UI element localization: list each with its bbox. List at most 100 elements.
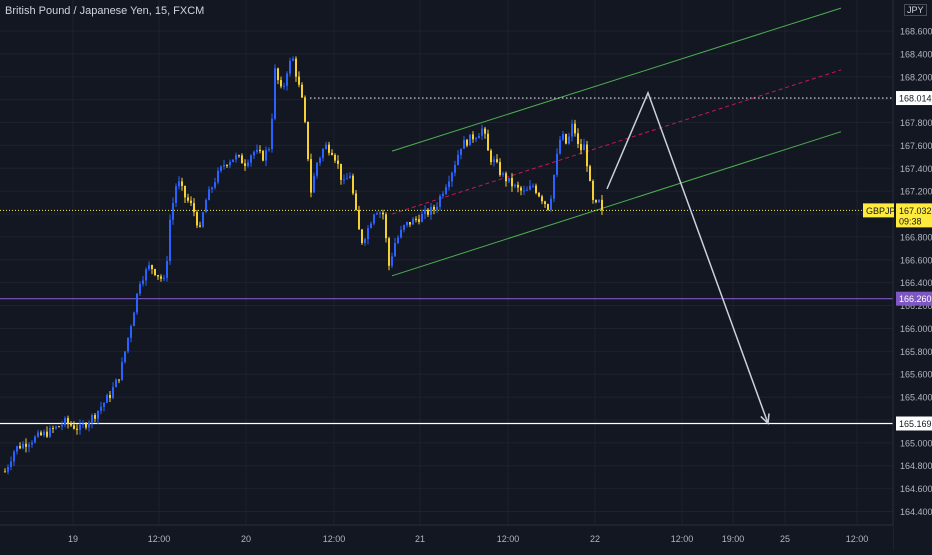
- candle-body: [277, 68, 279, 81]
- projection-path[interactable]: [606, 90, 769, 424]
- symbol-tag: GBPJPY: [866, 206, 902, 216]
- candle-body: [382, 212, 384, 215]
- candle-body: [238, 155, 240, 157]
- candle-body: [424, 209, 426, 214]
- candle-body: [13, 451, 15, 462]
- candle-body: [325, 144, 327, 150]
- candle-body: [223, 165, 225, 167]
- candle-body: [577, 133, 579, 145]
- current-price-label-bg[interactable]: [896, 203, 932, 228]
- candle-body: [523, 190, 525, 192]
- candle-body: [100, 406, 102, 411]
- candle-body: [496, 159, 498, 163]
- candle-body: [148, 265, 150, 270]
- candle-body: [493, 159, 495, 163]
- candle-body: [31, 442, 33, 445]
- y-tick-label: 166.400: [900, 278, 932, 288]
- candle-body: [151, 265, 153, 270]
- candle-body: [34, 436, 36, 443]
- y-tick-label: 168.600: [900, 27, 932, 37]
- x-tick-label: 25: [780, 534, 790, 544]
- candle-body: [400, 229, 402, 238]
- candle-body: [505, 173, 507, 182]
- candle-body: [52, 427, 54, 429]
- candle-body: [334, 154, 336, 161]
- y-tick-label: 166.200: [900, 301, 932, 311]
- purple-price-label-bg[interactable]: [896, 291, 932, 306]
- candles: [4, 56, 603, 475]
- resistance-price-label-bg[interactable]: [896, 91, 932, 106]
- candle-body: [73, 425, 75, 429]
- candle-body: [478, 135, 480, 139]
- candle-body: [547, 204, 549, 210]
- channel-lower-line[interactable]: [391, 131, 842, 277]
- candle-body: [250, 155, 252, 163]
- candle-body: [280, 80, 282, 87]
- candle-body: [583, 144, 585, 151]
- candle-body: [361, 229, 363, 244]
- candle-body: [307, 121, 309, 160]
- candle-body: [112, 387, 114, 398]
- candle-body: [442, 193, 444, 197]
- candle-body: [172, 202, 174, 220]
- y-tick-label: 164.800: [900, 461, 932, 471]
- symbol-tag-bg[interactable]: [863, 203, 894, 218]
- y-tick-label: 165.400: [900, 393, 932, 403]
- candle-body: [85, 423, 87, 428]
- candle-body: [103, 402, 105, 407]
- candle-body: [109, 395, 111, 398]
- candle-body: [376, 213, 378, 215]
- candle-body: [439, 196, 441, 207]
- candle-body: [556, 153, 558, 175]
- candle-body: [412, 218, 414, 225]
- candle-body: [472, 134, 474, 140]
- candle-body: [295, 58, 297, 77]
- candle-body: [67, 418, 69, 424]
- candle-body: [229, 161, 231, 166]
- support-price-label: 165.169: [899, 419, 932, 429]
- candle-body: [253, 151, 255, 156]
- candle-body: [313, 175, 315, 193]
- candle-body: [571, 123, 573, 137]
- candle-body: [532, 185, 534, 187]
- candle-body: [427, 209, 429, 215]
- candle-body: [61, 424, 63, 427]
- channel-upper-line[interactable]: [391, 7, 842, 152]
- candle-body: [220, 166, 222, 171]
- symbol-title: British Pound / Japanese Yen, 15, FXCM: [5, 5, 205, 17]
- candle-body: [469, 134, 471, 146]
- candle-body: [274, 68, 276, 119]
- candle-body: [301, 84, 303, 98]
- candle-body: [133, 312, 135, 327]
- candle-body: [55, 426, 57, 429]
- candle-body: [271, 118, 273, 150]
- y-tick-label: 165.800: [900, 347, 932, 357]
- trend-channel[interactable]: [391, 7, 842, 277]
- candle-body: [586, 144, 588, 167]
- candle-body: [37, 432, 39, 437]
- candle-body: [475, 138, 477, 140]
- candle-body: [289, 60, 291, 74]
- channel-mid-line[interactable]: [391, 69, 842, 215]
- candle-body: [4, 471, 6, 473]
- time-axis-panel[interactable]: [0, 525, 893, 550]
- candle-body: [397, 237, 399, 244]
- candle-body: [409, 221, 411, 225]
- candle-body: [418, 219, 420, 222]
- candle-body: [298, 76, 300, 85]
- candle-body: [385, 214, 387, 239]
- support-price-label-bg[interactable]: [896, 416, 932, 431]
- candle-body: [283, 85, 285, 87]
- candle-body: [529, 185, 531, 190]
- y-tick-label: 165.600: [900, 370, 932, 380]
- candle-body: [355, 193, 357, 210]
- candle-body: [565, 134, 567, 144]
- candle-body: [211, 187, 213, 190]
- candle-body: [199, 225, 201, 227]
- candle-body: [391, 256, 393, 266]
- levels[interactable]: [0, 97, 893, 425]
- projection-arrowhead[interactable]: [760, 413, 770, 426]
- candle-body: [358, 209, 360, 230]
